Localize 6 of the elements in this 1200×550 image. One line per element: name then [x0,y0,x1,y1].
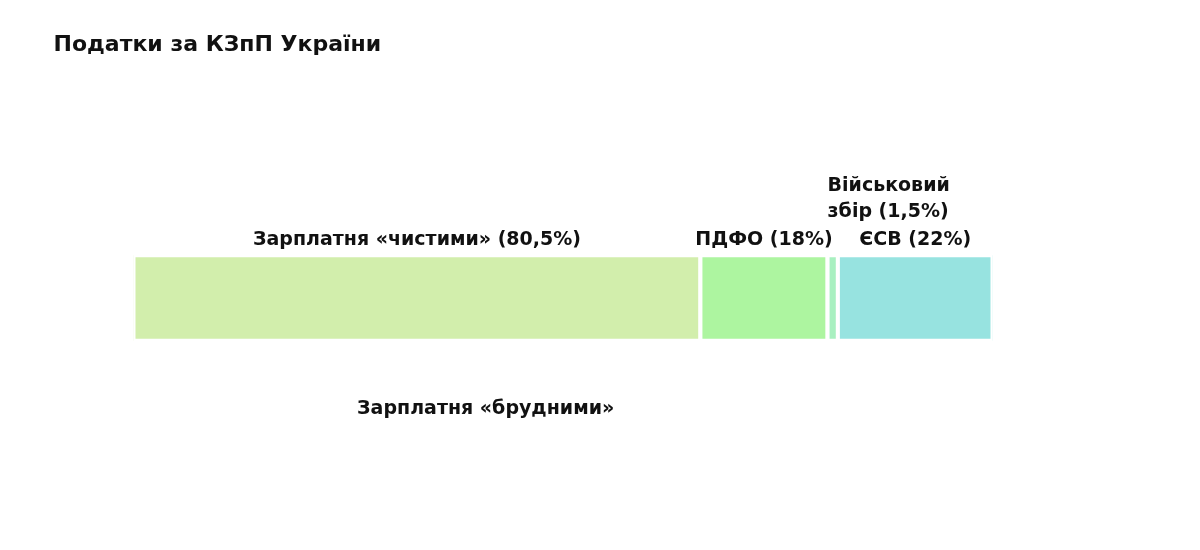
series-label: Військовий збір (1,5%) [827,172,950,222]
series-label: Зарплатня «чистими» (80,5%) [252,227,581,250]
text: Зарплатня «брудними» [357,395,615,418]
series-label: ПДФО (18%) [695,227,833,250]
series-label: ЄСВ (22%) [859,227,972,250]
chart-title: Податки за КЗпП України [53,30,382,56]
